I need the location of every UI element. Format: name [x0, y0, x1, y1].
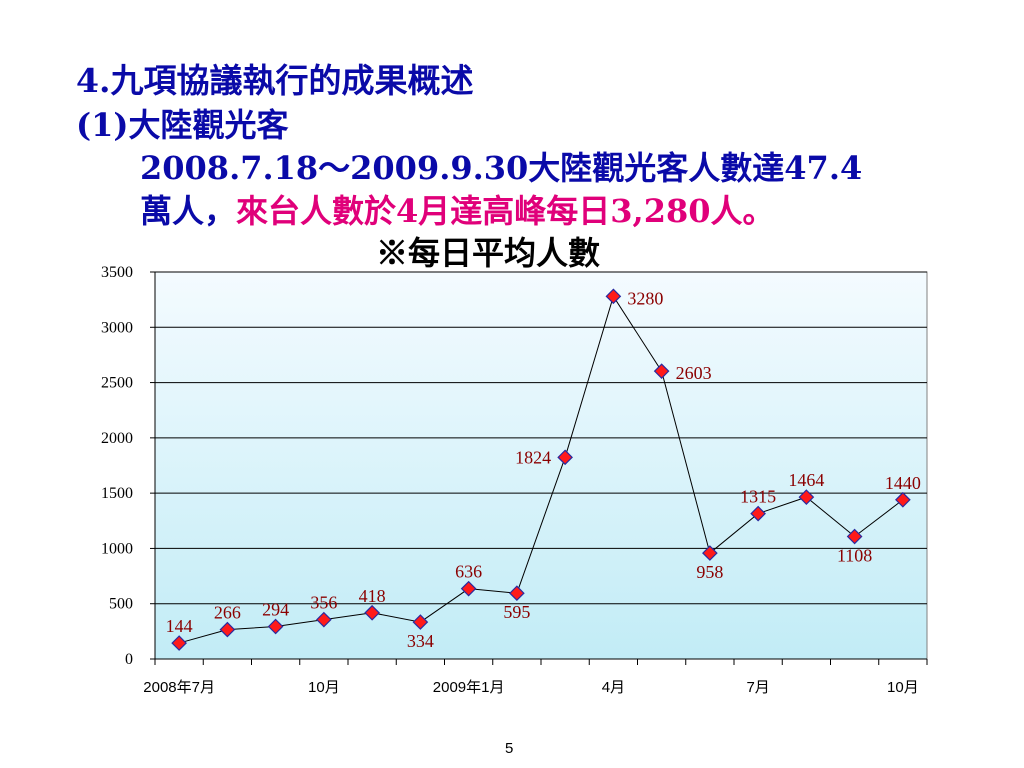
slide-subtitle: (1)大陸觀光客: [76, 106, 289, 144]
data-label: 294: [262, 599, 289, 619]
y-tick-label: 3000: [101, 319, 133, 336]
data-point: [605, 288, 622, 305]
y-tick-label: 1500: [101, 485, 133, 502]
data-point: [171, 635, 187, 651]
x-tick-label: 4月: [602, 679, 625, 696]
data-label: 3280: [627, 288, 663, 308]
y-tick-label: 2500: [101, 375, 133, 392]
data-point: [509, 585, 525, 602]
page-number: 5: [505, 740, 514, 757]
data-label: 418: [359, 586, 386, 606]
data-label: 1464: [788, 470, 824, 490]
data-point: [412, 614, 429, 630]
x-tick-label: 10月: [308, 679, 340, 696]
data-point: [653, 363, 670, 380]
data-point: [702, 545, 718, 561]
plot-area: [154, 271, 928, 660]
y-tick-label: 500: [109, 596, 133, 613]
data-point: [846, 528, 863, 545]
data-label: 595: [503, 602, 530, 622]
data-label: 1824: [515, 447, 551, 467]
x-tick-label: 2009年1月: [433, 679, 505, 696]
data-label: 334: [407, 631, 434, 651]
data-point: [460, 580, 477, 597]
series-line: [178, 295, 904, 644]
data-label: 356: [310, 593, 337, 613]
y-tick-label: 2000: [101, 430, 133, 447]
data-label: 1315: [740, 487, 776, 507]
slide-title: 4.九項協議執行的成果概述: [76, 61, 474, 100]
data-point: [316, 611, 332, 628]
data-point: [267, 618, 284, 635]
x-tick-label: 10月: [887, 679, 919, 696]
chart-title: ※每日平均人數: [376, 234, 601, 272]
summary-text: 萬人，: [140, 192, 237, 230]
data-point: [219, 621, 236, 638]
y-tick-label: 1000: [101, 540, 133, 557]
x-tick-label: 7月: [746, 679, 769, 696]
data-label: 266: [214, 603, 241, 623]
data-label: 1108: [837, 545, 872, 565]
data-point: [557, 449, 573, 466]
data-label: 958: [696, 562, 723, 582]
peak-highlight: 來台人數於4月達高峰每日3,280人: [236, 192, 743, 230]
x-tick-label: 2008年7月: [143, 679, 215, 696]
data-point: [364, 604, 380, 621]
data-point: [750, 505, 766, 522]
y-tick-label: 0: [125, 651, 133, 668]
data-point: [895, 491, 911, 508]
data-label: 2603: [676, 363, 712, 383]
summary-line-1: 2008.7.18～2009.9.30大陸觀光客人數達47.4: [140, 149, 863, 187]
data-label: 1440: [885, 473, 921, 493]
summary-line-2: 萬人，來台人數於4月達高峰每日3,280人。: [140, 186, 775, 232]
data-label: 144: [166, 616, 193, 636]
data-label: 636: [455, 562, 482, 582]
summary-period: 。: [742, 192, 775, 230]
y-tick-label: 3500: [101, 264, 133, 281]
data-point: [798, 489, 815, 505]
